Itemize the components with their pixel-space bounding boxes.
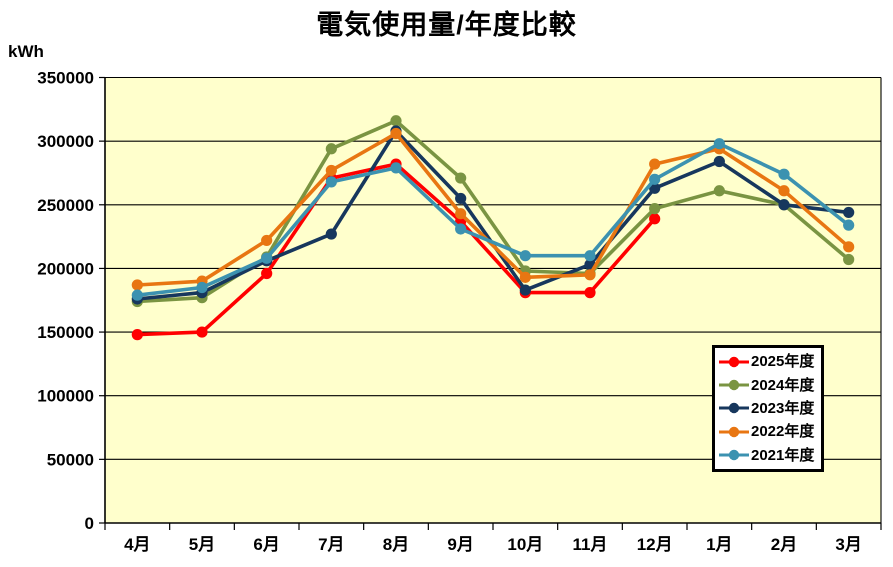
legend-label: 2023年度 xyxy=(751,399,815,417)
data-point-2024年度 xyxy=(713,185,725,197)
legend-marker-icon xyxy=(719,426,749,438)
data-point-2023年度 xyxy=(455,192,467,205)
legend-marker-icon xyxy=(719,356,749,367)
legend-label: 2025年度 xyxy=(751,353,815,371)
data-point-2023年度 xyxy=(778,199,790,211)
y-axis-unit-label: kWh xyxy=(8,42,44,61)
chart-title: 電気使用量/年度比較 xyxy=(316,10,577,40)
legend-item: 2021年度 xyxy=(718,448,819,463)
y-axis-tick-label: 50000 xyxy=(47,450,94,469)
data-point-2025年度 xyxy=(196,326,208,338)
legend-item: 2023年度 xyxy=(718,401,819,416)
legend-marker-icon xyxy=(719,379,749,391)
data-point-2022年度 xyxy=(519,271,531,283)
legend-label: 2024年度 xyxy=(751,376,815,394)
x-axis-tick-label: 1月 xyxy=(706,535,732,554)
legend-item: 2024年度 xyxy=(718,378,819,393)
legend-item: 2025年度 xyxy=(718,354,819,369)
x-axis-tick-label: 6月 xyxy=(253,535,279,554)
legend: 2025年度 2024年度 2023年度 2022年度 2021年度 xyxy=(712,345,824,472)
x-axis-tick-label: 2月 xyxy=(771,535,797,554)
data-point-2022年度 xyxy=(649,158,661,170)
data-point-2023年度 xyxy=(713,155,725,168)
data-point-2023年度 xyxy=(325,228,337,240)
x-axis-tick-label: 4月 xyxy=(124,535,150,554)
y-axis-tick-label: 100000 xyxy=(37,387,94,406)
y-axis-tick-label: 300000 xyxy=(37,132,94,151)
x-axis-tick-label: 11月 xyxy=(573,535,608,554)
y-axis-tick-label: 0 xyxy=(85,514,94,533)
x-axis-tick-label: 3月 xyxy=(835,535,861,554)
data-point-2021年度 xyxy=(261,252,273,264)
x-axis-tick-label: 7月 xyxy=(318,535,344,554)
series-line-2021年度 xyxy=(135,141,851,297)
data-point-2021年度 xyxy=(649,173,661,185)
x-axis-tick-label: 5月 xyxy=(189,535,215,554)
data-point-2025年度 xyxy=(649,213,661,225)
data-point-2021年度 xyxy=(778,168,790,180)
data-point-2023年度 xyxy=(843,206,855,219)
data-point-2021年度 xyxy=(390,162,402,174)
data-point-2021年度 xyxy=(131,289,143,301)
data-point-2022年度 xyxy=(778,185,790,197)
legend-marker-icon xyxy=(719,403,749,414)
data-point-2021年度 xyxy=(196,281,208,294)
y-axis-tick-label: 200000 xyxy=(37,259,94,278)
data-point-2022年度 xyxy=(325,164,337,177)
y-axis-tick-label: 250000 xyxy=(37,196,94,215)
data-point-2024年度 xyxy=(390,115,402,127)
legend-item: 2022年度 xyxy=(718,424,819,439)
data-point-2021年度 xyxy=(843,219,855,231)
x-axis-tick-label: 12月 xyxy=(637,535,673,554)
legend-label: 2022年度 xyxy=(751,423,815,441)
series-line-2022年度 xyxy=(135,131,851,287)
data-point-2022年度 xyxy=(455,208,467,220)
data-point-2021年度 xyxy=(325,176,337,188)
data-point-2022年度 xyxy=(584,269,596,281)
data-point-2023年度 xyxy=(649,182,661,194)
data-point-2024年度 xyxy=(325,143,337,155)
data-point-2025年度 xyxy=(584,287,596,299)
legend-label: 2021年度 xyxy=(751,446,815,464)
x-axis-tick-label: 9月 xyxy=(447,535,473,554)
data-point-2021年度 xyxy=(455,223,467,235)
data-point-2022年度 xyxy=(843,241,855,253)
data-point-2024年度 xyxy=(843,253,855,266)
data-point-2024年度 xyxy=(455,172,467,184)
data-point-2024年度 xyxy=(649,203,661,215)
data-point-2025年度 xyxy=(261,267,273,280)
y-axis-tick-label: 150000 xyxy=(37,323,94,342)
x-axis-tick-label: 8月 xyxy=(383,535,409,554)
legend-marker-icon xyxy=(719,450,749,461)
data-point-2021年度 xyxy=(584,250,596,262)
data-point-2022年度 xyxy=(131,279,143,291)
data-point-2025年度 xyxy=(131,329,143,341)
data-point-2022年度 xyxy=(261,234,273,247)
data-point-2022年度 xyxy=(390,127,402,140)
y-axis-tick-label: 350000 xyxy=(37,69,94,88)
data-point-2023年度 xyxy=(519,284,531,296)
data-point-2021年度 xyxy=(713,138,725,150)
x-axis-tick-label: 10月 xyxy=(507,535,543,554)
data-point-2021年度 xyxy=(519,250,531,262)
